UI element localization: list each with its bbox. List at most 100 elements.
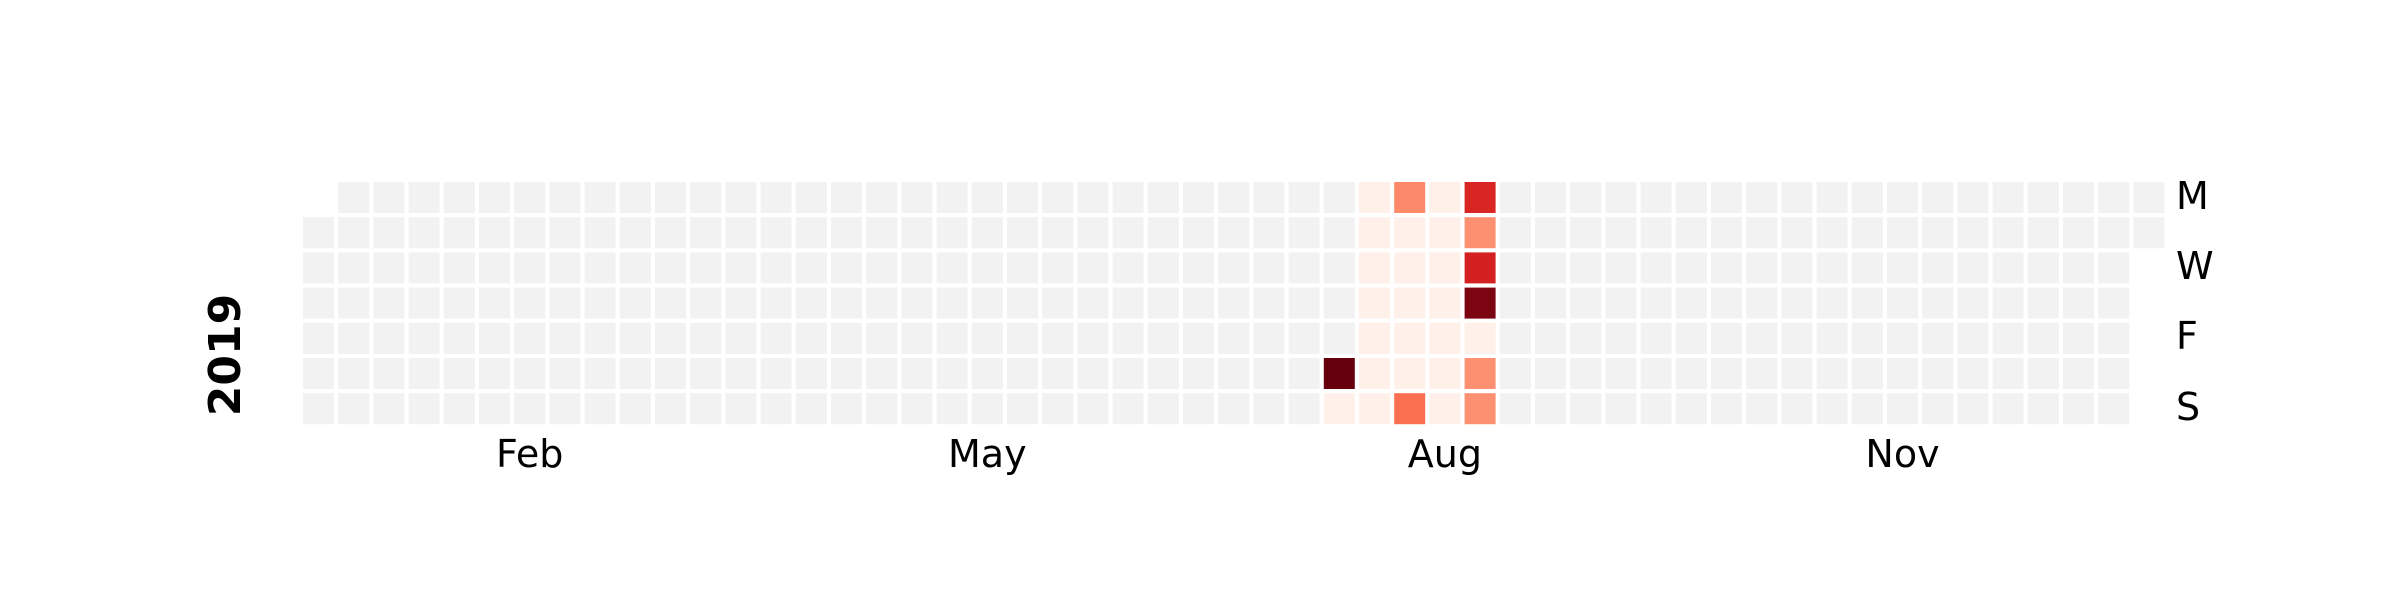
day-cell-2019-05-05 bbox=[901, 393, 933, 425]
day-cell-2019-11-05 bbox=[1851, 217, 1883, 249]
day-cell-2019-01-29 bbox=[443, 217, 475, 249]
day-cell-2019-06-27 bbox=[1183, 287, 1214, 319]
day-cell-2019-10-11 bbox=[1711, 322, 1742, 354]
day-label-wednesday: W bbox=[2176, 243, 2214, 288]
day-cell-2019-09-28 bbox=[1640, 358, 1672, 389]
day-cell-2019-12-28 bbox=[2098, 358, 2130, 389]
day-cell-2019-01-03 bbox=[303, 287, 334, 319]
day-cell-2019-02-11 bbox=[514, 182, 546, 213]
day-cell-2019-09-02 bbox=[1535, 182, 1566, 213]
day-cell-2019-04-16 bbox=[831, 217, 862, 249]
day-cell-2019-10-31 bbox=[1816, 287, 1848, 319]
day-cell-2019-04-06 bbox=[760, 358, 792, 389]
day-cell-2019-04-07 bbox=[760, 393, 792, 425]
day-cell-2019-03-12 bbox=[655, 217, 686, 249]
day-cell-2019-02-19 bbox=[549, 217, 581, 249]
day-cell-2019-12-13 bbox=[2027, 322, 2059, 354]
day-cell-2019-09-07 bbox=[1535, 358, 1566, 389]
day-cell-2019-07-25 bbox=[1323, 287, 1355, 319]
day-cell-2019-12-31 bbox=[2133, 217, 2165, 249]
day-cell-2019-02-10 bbox=[479, 393, 510, 425]
day-cell-2019-02-28 bbox=[584, 287, 616, 319]
day-cell-2019-11-20 bbox=[1922, 252, 1954, 284]
day-cell-2019-03-26 bbox=[725, 217, 757, 249]
day-cell-2019-04-24 bbox=[866, 252, 898, 284]
day-cell-2019-06-21 bbox=[1147, 322, 1179, 354]
day-cell-2019-04-30 bbox=[901, 217, 933, 249]
month-label-may: May bbox=[948, 432, 1027, 476]
day-cell-2019-07-10 bbox=[1253, 252, 1285, 284]
day-cell-2019-11-06 bbox=[1851, 252, 1883, 284]
day-cell-2019-02-17 bbox=[514, 393, 546, 425]
day-cell-2019-10-13 bbox=[1711, 393, 1742, 425]
day-cell-2019-08-30 bbox=[1499, 322, 1531, 354]
day-cell-2019-03-27 bbox=[725, 252, 757, 284]
day-cell-2019-03-13 bbox=[655, 252, 686, 284]
day-cell-2019-02-23 bbox=[549, 358, 581, 389]
day-cell-2019-01-11 bbox=[338, 322, 370, 354]
day-cell-2019-01-06 bbox=[303, 393, 334, 425]
day-label-monday: M bbox=[2176, 173, 2209, 218]
day-cell-2019-09-05 bbox=[1535, 287, 1566, 319]
day-cell-2019-08-07 bbox=[1394, 252, 1426, 284]
day-cell-2019-02-05 bbox=[479, 217, 510, 249]
day-cell-2019-02-09 bbox=[479, 358, 510, 389]
day-cell-2019-03-18 bbox=[690, 182, 722, 213]
day-cell-2019-02-08 bbox=[479, 322, 510, 354]
day-cell-2019-10-28 bbox=[1816, 182, 1848, 213]
day-cell-2019-03-06 bbox=[619, 252, 651, 284]
day-cell-2019-08-29 bbox=[1499, 287, 1531, 319]
year-label: 2019 bbox=[200, 293, 251, 417]
day-cell-2019-06-13 bbox=[1112, 287, 1144, 319]
day-cell-2019-10-02 bbox=[1675, 252, 1707, 284]
day-cell-2019-01-21 bbox=[408, 182, 440, 213]
day-cell-2019-04-20 bbox=[831, 358, 862, 389]
day-cell-2019-12-30 bbox=[2133, 182, 2165, 213]
day-cell-2019-12-15 bbox=[2027, 393, 2059, 425]
day-cell-2019-07-31 bbox=[1359, 252, 1390, 284]
day-cell-2019-05-03 bbox=[901, 322, 933, 354]
day-cell-2019-03-25 bbox=[725, 182, 757, 213]
day-cell-2019-03-29 bbox=[725, 322, 757, 354]
day-cell-2019-04-12 bbox=[795, 322, 827, 354]
day-cell-2019-09-27 bbox=[1640, 322, 1672, 354]
day-cell-2019-06-18 bbox=[1147, 217, 1179, 249]
day-cell-2019-04-22 bbox=[866, 182, 898, 213]
day-cell-2019-07-26 bbox=[1323, 322, 1355, 354]
day-cell-2019-06-10 bbox=[1112, 182, 1144, 213]
day-cell-2019-10-20 bbox=[1746, 393, 1778, 425]
day-cell-2019-10-23 bbox=[1781, 252, 1813, 284]
day-cell-2019-05-11 bbox=[936, 358, 968, 389]
day-cell-2019-01-10 bbox=[338, 287, 370, 319]
day-cell-2019-07-07 bbox=[1218, 393, 1250, 425]
day-cell-2019-01-23 bbox=[408, 252, 440, 284]
day-cell-2019-06-03 bbox=[1077, 182, 1109, 213]
day-cell-2019-01-04 bbox=[303, 322, 334, 354]
day-label-sunday: S bbox=[2176, 384, 2201, 429]
day-cell-2019-11-14 bbox=[1887, 287, 1918, 319]
day-cell-2019-04-02 bbox=[760, 217, 792, 249]
day-cell-2019-07-17 bbox=[1288, 252, 1320, 284]
day-cell-2019-02-24 bbox=[549, 393, 581, 425]
day-cell-2019-12-24 bbox=[2098, 217, 2130, 249]
day-cell-2019-09-24 bbox=[1640, 217, 1672, 249]
day-cell-2019-01-30 bbox=[443, 252, 475, 284]
day-cell-2019-11-07 bbox=[1851, 287, 1883, 319]
day-cell-2019-08-20 bbox=[1464, 217, 1496, 249]
day-cell-2019-10-14 bbox=[1746, 182, 1778, 213]
day-cell-2019-04-27 bbox=[866, 358, 898, 389]
day-cell-2019-11-21 bbox=[1922, 287, 1954, 319]
day-cell-2019-08-18 bbox=[1429, 393, 1461, 425]
day-cell-2019-12-20 bbox=[2063, 322, 2094, 354]
day-cell-2019-05-25 bbox=[1007, 358, 1038, 389]
day-cell-2019-09-30 bbox=[1675, 182, 1707, 213]
day-cell-2019-06-05 bbox=[1077, 252, 1109, 284]
day-cell-2019-10-09 bbox=[1711, 252, 1742, 284]
day-cell-2019-12-21 bbox=[2063, 358, 2094, 389]
day-cell-2019-02-27 bbox=[584, 252, 616, 284]
day-cell-2019-02-02 bbox=[443, 358, 475, 389]
day-cell-2019-04-21 bbox=[831, 393, 862, 425]
day-cell-2019-12-04 bbox=[1992, 252, 2024, 284]
day-cell-2019-08-08 bbox=[1394, 287, 1426, 319]
day-cell-2019-08-06 bbox=[1394, 217, 1426, 249]
